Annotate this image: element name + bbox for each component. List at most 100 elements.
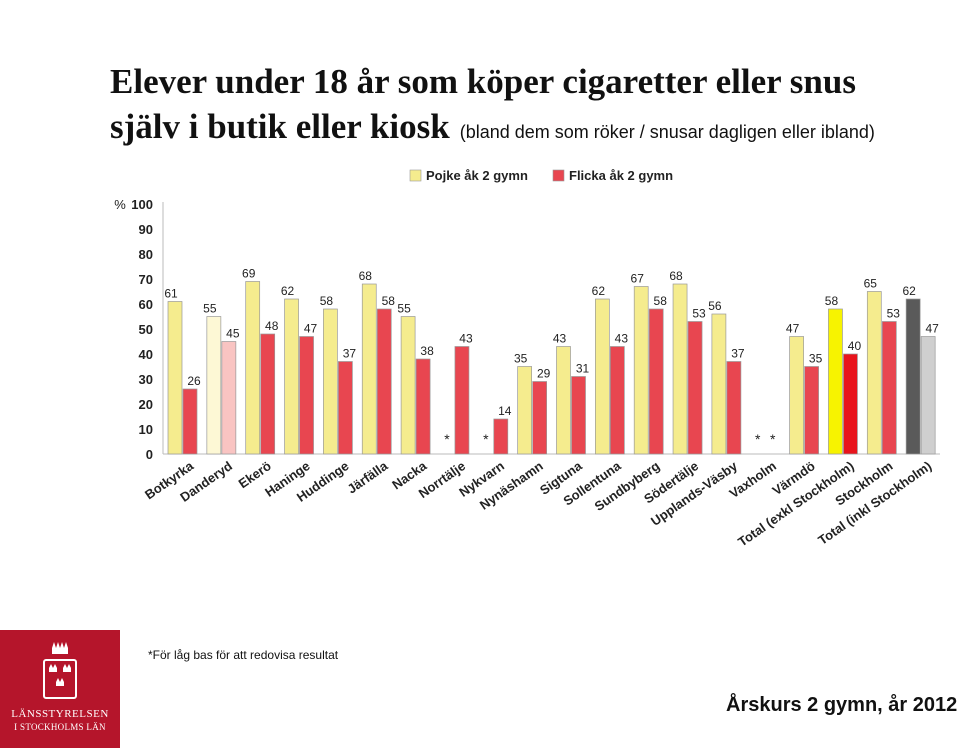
bar-boy (711, 313, 727, 455)
footnote: *För låg bas för att redovisa resultat (148, 648, 339, 662)
y-tick-label: 80 (139, 247, 153, 262)
bar-boy (400, 316, 416, 455)
bar-girl (920, 336, 936, 455)
y-tick-label: 40 (139, 347, 153, 362)
bar-girl (571, 376, 586, 455)
data-label: 55 (397, 302, 411, 316)
bar-girl (609, 346, 625, 455)
data-label: 62 (592, 284, 606, 298)
missing-marker: * (483, 431, 489, 447)
bar-boy (206, 316, 222, 455)
data-label: 43 (553, 332, 567, 346)
data-label: 26 (187, 374, 201, 388)
bar-boy (594, 298, 610, 455)
bar-girl (881, 321, 897, 455)
bar-girl (648, 308, 664, 455)
data-label: 58 (654, 294, 668, 308)
bar-girl (221, 341, 237, 455)
slide-title-line1: Elever under 18 år som köper cigaretter … (110, 62, 856, 101)
data-label: 69 (242, 267, 256, 281)
data-label: 58 (320, 294, 334, 308)
bar-boy (556, 346, 571, 455)
y-tick-label: 90 (139, 222, 153, 237)
bar-boy (245, 281, 261, 455)
data-label: 62 (902, 284, 916, 298)
missing-marker: * (444, 431, 450, 447)
y-tick-label: 100 (131, 197, 153, 212)
bar-girl (532, 381, 548, 455)
y-tick-label: 30 (139, 372, 153, 387)
data-label: 55 (203, 302, 217, 316)
bar-girl (843, 353, 858, 455)
title-main: själv i butik eller kiosk (110, 107, 450, 146)
bar-boy (361, 283, 377, 455)
bar-boy (517, 366, 533, 455)
bar-girl (726, 361, 742, 455)
data-label: 47 (786, 322, 800, 336)
data-label: 43 (459, 332, 473, 346)
y-tick-label: 50 (139, 322, 153, 337)
bar-girl (338, 361, 353, 455)
data-label: 61 (164, 287, 178, 301)
bar-boy (672, 283, 688, 455)
data-label: 53 (692, 307, 706, 321)
bar-boy (167, 301, 183, 455)
y-tick-label: 70 (139, 272, 153, 287)
data-label: 65 (864, 277, 878, 291)
data-label: 68 (359, 269, 373, 283)
legend-label-girl: Flicka åk 2 gymn (569, 168, 673, 183)
data-label: 47 (304, 322, 318, 336)
legend-swatch-boy (409, 169, 422, 182)
lansstyrelsen-logo: LÄNSSTYRELSEN I STOCKHOLMS LÄN (0, 630, 120, 748)
bar-boy (866, 291, 882, 455)
bar-boy (284, 298, 299, 455)
bar-girl (454, 346, 470, 455)
y-tick-label: 10 (139, 422, 153, 437)
bar-girl (493, 418, 509, 455)
data-label: 29 (537, 367, 551, 381)
data-label: 38 (420, 344, 434, 358)
bar-girl (415, 358, 431, 455)
y-tick-label: 0 (146, 447, 153, 462)
data-label: 37 (343, 347, 357, 361)
data-label: 53 (887, 307, 901, 321)
data-label: 58 (382, 294, 396, 308)
missing-marker: * (770, 431, 776, 447)
data-label: 43 (615, 332, 629, 346)
bar-girl (299, 336, 314, 455)
data-label: 14 (498, 404, 512, 418)
data-label: 56 (708, 299, 722, 313)
footer-label: Årskurs 2 gymn, år 2012 (726, 694, 958, 716)
x-tick-label: Järfälla (344, 458, 391, 497)
data-label: 35 (514, 352, 528, 366)
data-label: 67 (631, 272, 645, 286)
data-label: 62 (281, 284, 295, 298)
data-label: 37 (731, 347, 745, 361)
y-tick-label: 20 (139, 397, 153, 412)
legend-swatch-girl (552, 169, 565, 182)
logo-text-line2: I STOCKHOLMS LÄN (14, 722, 106, 732)
data-label: 58 (825, 294, 839, 308)
slide-title-line2: själv i butik eller kiosk (bland dem som … (110, 107, 875, 147)
missing-marker: * (755, 431, 761, 447)
bar-boy (633, 286, 649, 455)
three-crowns-icon (43, 642, 77, 699)
y-axis-label: % (114, 197, 126, 212)
bar-boy (828, 308, 843, 455)
data-label: 31 (576, 362, 590, 376)
y-tick-label: 60 (139, 297, 153, 312)
data-label: 68 (669, 269, 683, 283)
bar-girl (260, 333, 276, 455)
bar-boy (323, 308, 338, 455)
bar-girl (687, 321, 703, 455)
bar-girl (182, 388, 198, 455)
bar-boy (905, 298, 921, 455)
data-label: 45 (226, 327, 240, 341)
data-label: 48 (265, 319, 279, 333)
bar-boy (789, 336, 804, 455)
bar-girl (804, 366, 819, 455)
legend-label-boy: Pojke åk 2 gymn (426, 168, 528, 183)
data-label: 35 (809, 352, 823, 366)
data-label: 40 (848, 339, 862, 353)
